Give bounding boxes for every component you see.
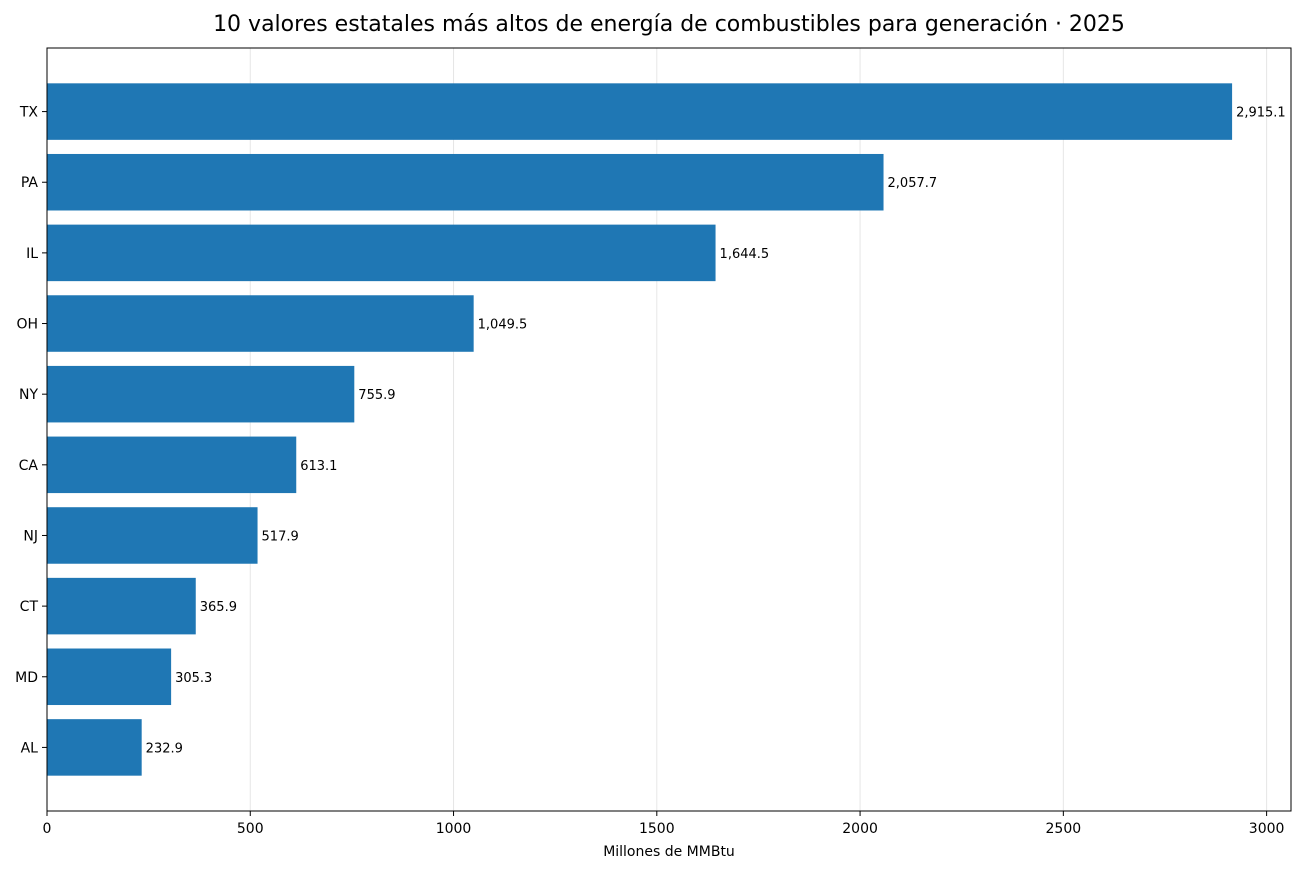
data-label: 517.9 [262,529,299,544]
x-tick-label: 500 [237,821,264,837]
bar-md [47,648,172,706]
axis-layer: 0 500 1000 1500 2000 2500 3000 TX PA IL OH NY CA NJ CT… [15,105,1284,837]
data-label: 305.3 [175,671,212,686]
x-tick-label: 3000 [1249,821,1285,837]
chart-title: 10 valores estatales más altos de energí… [213,12,1125,37]
y-tick-label: PA [21,175,39,191]
data-label: 2,915.1 [1236,106,1286,121]
y-tick-label: CA [19,458,39,474]
y-tick-label: CT [20,599,39,615]
data-label: 1,049.5 [478,318,528,333]
bar-ca [47,436,297,494]
bar-pa [47,153,884,211]
data-label: 232.9 [146,741,183,756]
y-tick-label: IL [26,246,38,262]
bar-layer: 2,915.1 2,057.7 1,644.5 1,049.5 755.9 613.1 51… [47,83,1286,776]
bar-nj [47,507,258,564]
data-label: 1,644.5 [720,247,770,262]
x-tick-label: 2500 [1046,821,1082,837]
x-axis-label: Millones de MMBtu [603,844,735,860]
y-tick-label: OH [16,317,38,333]
bar-ct [47,577,196,635]
bar-il [47,224,716,282]
plot-frame [46,47,1292,812]
data-label: 365.9 [200,600,237,615]
bar-ny [47,365,355,423]
x-tick-label: 2000 [842,821,878,837]
bar-tx [47,83,1233,140]
bar-oh [47,295,474,352]
y-tick-label: NJ [23,528,38,544]
bar-al [47,719,142,776]
y-tick-label: TX [19,105,39,121]
data-label: 755.9 [358,388,395,403]
x-tick-label: 1500 [639,821,675,837]
y-tick-label: AL [21,740,39,756]
data-label: 613.1 [300,459,337,474]
y-tick-label: NY [19,387,38,403]
x-tick-label: 0 [43,821,52,837]
y-tick-label: MD [15,670,38,686]
data-label: 2,057.7 [888,176,938,191]
x-tick-label: 1000 [436,821,472,837]
